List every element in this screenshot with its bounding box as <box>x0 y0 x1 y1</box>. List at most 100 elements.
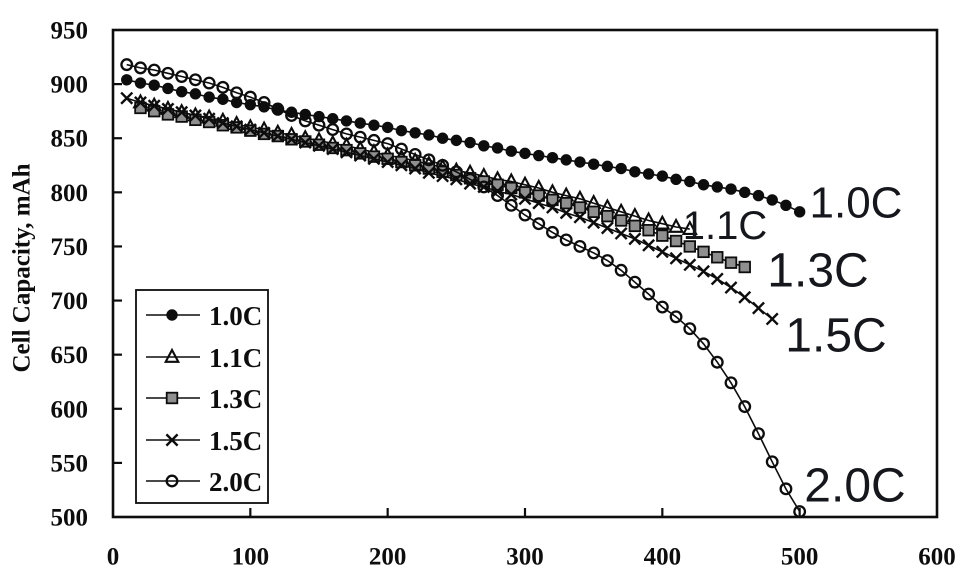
x-cross-marker-series <box>738 290 752 304</box>
x-cross-marker-series <box>271 129 285 143</box>
x-cross-marker-series <box>298 136 312 149</box>
x-cross-marker-legend <box>165 433 179 447</box>
x-cross-marker-series <box>230 119 244 133</box>
open-circle-marker-series <box>216 80 230 94</box>
gray-square-marker-series <box>367 150 381 163</box>
gray-square-marker-series <box>614 214 628 227</box>
x-cross-marker-series <box>243 123 257 137</box>
x-cross-marker-series <box>518 192 532 206</box>
open-circle-marker-series <box>120 58 134 72</box>
open-circle-marker-series <box>477 180 491 194</box>
open-circle-marker-series <box>449 165 463 179</box>
filled-circle-marker-series <box>450 134 463 147</box>
filled-circle-marker-series <box>464 136 476 149</box>
filled-circle-marker-series <box>327 113 339 125</box>
open-circle-marker-series <box>422 153 436 167</box>
open-circle-marker-series <box>600 254 614 267</box>
open-circle-marker-series <box>532 217 546 231</box>
filled-circle-marker-series <box>670 173 682 186</box>
filled-circle-marker-series <box>285 106 298 118</box>
y-tick-label: 600 <box>51 396 89 423</box>
gray-square-marker-series <box>340 143 353 157</box>
filled-circle-marker-series <box>478 140 490 152</box>
annotation-1.0C: 1.0C <box>810 179 903 228</box>
open-circle-marker-series <box>257 96 271 109</box>
filled-circle-marker-series <box>491 142 504 154</box>
open-circle-marker-series <box>628 275 642 289</box>
open-circle-marker-series <box>326 123 340 137</box>
open-circle-marker-series <box>243 90 257 104</box>
filled-circle-marker-series <box>601 160 614 173</box>
x-cross-marker-series <box>504 188 518 201</box>
x-cross-marker-series <box>669 251 683 265</box>
gray-square-marker-series <box>395 155 408 169</box>
gray-square-marker-series <box>381 152 394 165</box>
open-circle-marker-series <box>697 337 710 351</box>
x-cross-marker-series <box>408 162 422 175</box>
filled-circle-marker-series <box>340 115 353 127</box>
annotation-1.5C: 1.5C <box>785 310 886 363</box>
x-cross-marker-series <box>394 158 408 172</box>
y-tick-label: 800 <box>51 180 89 207</box>
x-cross-marker-series <box>628 232 642 246</box>
y-tick-label: 650 <box>51 342 89 369</box>
filled-circle-marker-series <box>697 179 710 191</box>
gray-square-marker-series <box>642 224 655 237</box>
open-circle-marker-series <box>147 63 161 77</box>
filled-circle-marker-series <box>203 91 215 103</box>
x-cross-marker-series <box>532 196 546 210</box>
x-cross-marker-series <box>573 210 587 224</box>
x-cross-marker-series <box>367 152 381 166</box>
open-circle-marker-series <box>504 198 518 212</box>
series-line-2.0C <box>126 63 801 513</box>
filled-circle-marker-series <box>436 132 449 144</box>
gray-square-marker-series <box>724 256 738 269</box>
open-circle-marker-series <box>752 427 765 441</box>
filled-circle-marker-series <box>395 124 408 137</box>
filled-circle-marker-series <box>793 206 806 218</box>
x-cross-marker-series <box>120 91 134 105</box>
x-tick-label: 0 <box>107 544 120 571</box>
x-cross-marker-series <box>257 126 271 140</box>
y-tick-label: 850 <box>51 126 89 153</box>
x-cross-marker-series <box>559 206 573 220</box>
gray-square-marker-series <box>697 245 710 259</box>
x-cross-marker-series <box>422 166 436 180</box>
open-circle-marker-series <box>271 102 285 116</box>
x-cross-marker-series <box>587 216 601 230</box>
filled-circle-marker-series <box>711 181 723 193</box>
filled-circle-marker-series <box>121 74 133 86</box>
gray-square-marker-series <box>546 193 559 207</box>
open-circle-marker-series <box>436 158 450 172</box>
filled-circle-marker-series <box>175 85 188 98</box>
open-triangle-marker-series <box>668 217 685 233</box>
x-tick-label: 400 <box>644 544 682 571</box>
open-circle-marker-series <box>655 300 669 314</box>
gray-square-marker-legend <box>165 391 179 405</box>
annotation-1.1C: 1.1C <box>683 204 768 248</box>
gray-square-marker-series <box>683 240 697 253</box>
filled-circle-marker-series <box>134 77 147 89</box>
filled-circle-marker-series <box>766 194 778 206</box>
filled-circle-marker-series <box>780 199 792 212</box>
filled-circle-marker-legend <box>166 309 178 321</box>
legend-label-1.3C: 1.3C <box>209 384 262 414</box>
filled-circle-marker-series <box>739 186 751 199</box>
x-cross-marker-series <box>710 272 724 286</box>
x-cross-marker-series <box>436 169 450 183</box>
filled-circle-marker-series <box>533 149 545 162</box>
x-cross-marker-series <box>697 264 710 278</box>
open-circle-marker-series <box>614 263 628 277</box>
gray-square-marker-series <box>560 196 573 210</box>
y-tick-label: 500 <box>51 505 89 532</box>
open-circle-marker-series <box>793 505 807 519</box>
legend-label-2.0C: 2.0C <box>209 467 262 497</box>
x-tick-label: 300 <box>506 544 544 571</box>
open-circle-marker-series <box>683 322 697 336</box>
open-circle-marker-series <box>367 133 381 147</box>
open-triangle-marker-legend <box>163 347 181 363</box>
open-circle-marker-series <box>669 310 683 324</box>
open-circle-marker-series <box>710 355 724 369</box>
